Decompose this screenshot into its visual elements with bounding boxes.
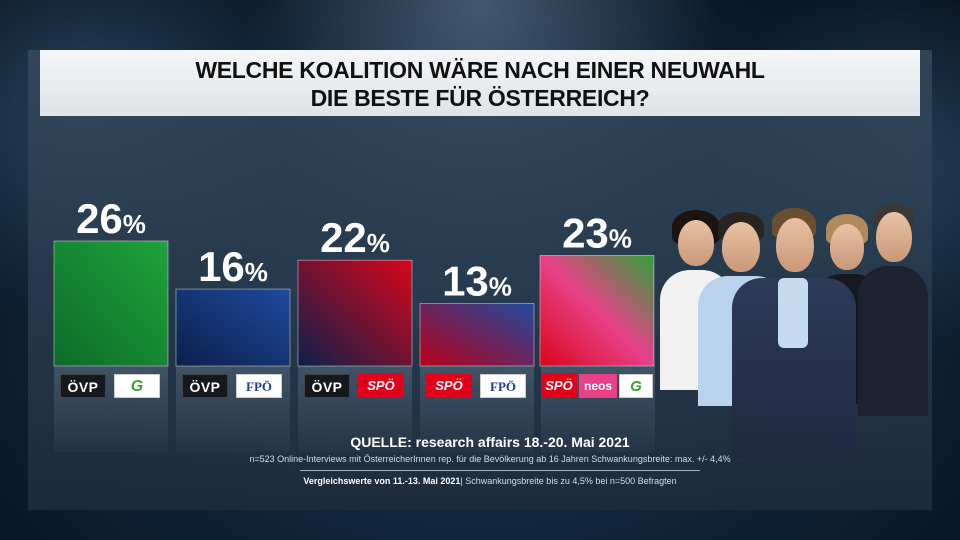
oevp-logo: ÖVP xyxy=(60,374,106,398)
title-box: WELCHE KOALITION WÄRE NACH EINER NEUWAHL… xyxy=(40,50,920,116)
data-label-2: 16% xyxy=(198,243,268,290)
politicians-photo xyxy=(650,200,932,458)
data-label-3: 22% xyxy=(320,214,390,261)
fpoe-logo: FPÖ xyxy=(236,374,282,398)
data-label-1: 26% xyxy=(76,195,146,242)
source-title: QUELLE: research affairs 18.-20. Mai 202… xyxy=(350,434,630,450)
source-compare-date: Vergleichswerte von 11.-13. Mai 2021 xyxy=(303,476,461,486)
source-compare-note: | Schwankungsbreite bis zu 4,5% bei n=50… xyxy=(460,476,677,486)
oevp-logo: ÖVP xyxy=(304,374,350,398)
source-detail: n=523 Online-Interviews mit Österreicher… xyxy=(249,454,731,464)
title-line-2: DIE BESTE FÜR ÖSTERREICH? xyxy=(310,85,650,111)
gruene-logo: G xyxy=(114,374,160,398)
bar-5 xyxy=(539,255,655,367)
source-separator xyxy=(300,470,700,471)
spoe-logo: SPÖ xyxy=(426,374,472,398)
title-line-1: WELCHE KOALITION WÄRE NACH EINER NEUWAHL xyxy=(195,57,765,83)
oevp-logo: ÖVP xyxy=(182,374,228,398)
gruene-logo: G xyxy=(619,374,653,398)
bar-1 xyxy=(53,240,169,367)
spoe-logo: SPÖ xyxy=(358,374,404,398)
neos-logo: neos xyxy=(579,374,617,398)
bar-3 xyxy=(297,259,413,367)
bar-4 xyxy=(419,303,535,367)
data-label-5: 23% xyxy=(562,209,632,256)
source-compare: Vergleichswerte von 11.-13. Mai 2021| Sc… xyxy=(240,476,740,486)
bar-2 xyxy=(175,288,291,367)
fpoe-logo: FPÖ xyxy=(480,374,526,398)
data-label-4: 13% xyxy=(442,258,512,305)
spoe-logo: SPÖ xyxy=(541,374,577,398)
